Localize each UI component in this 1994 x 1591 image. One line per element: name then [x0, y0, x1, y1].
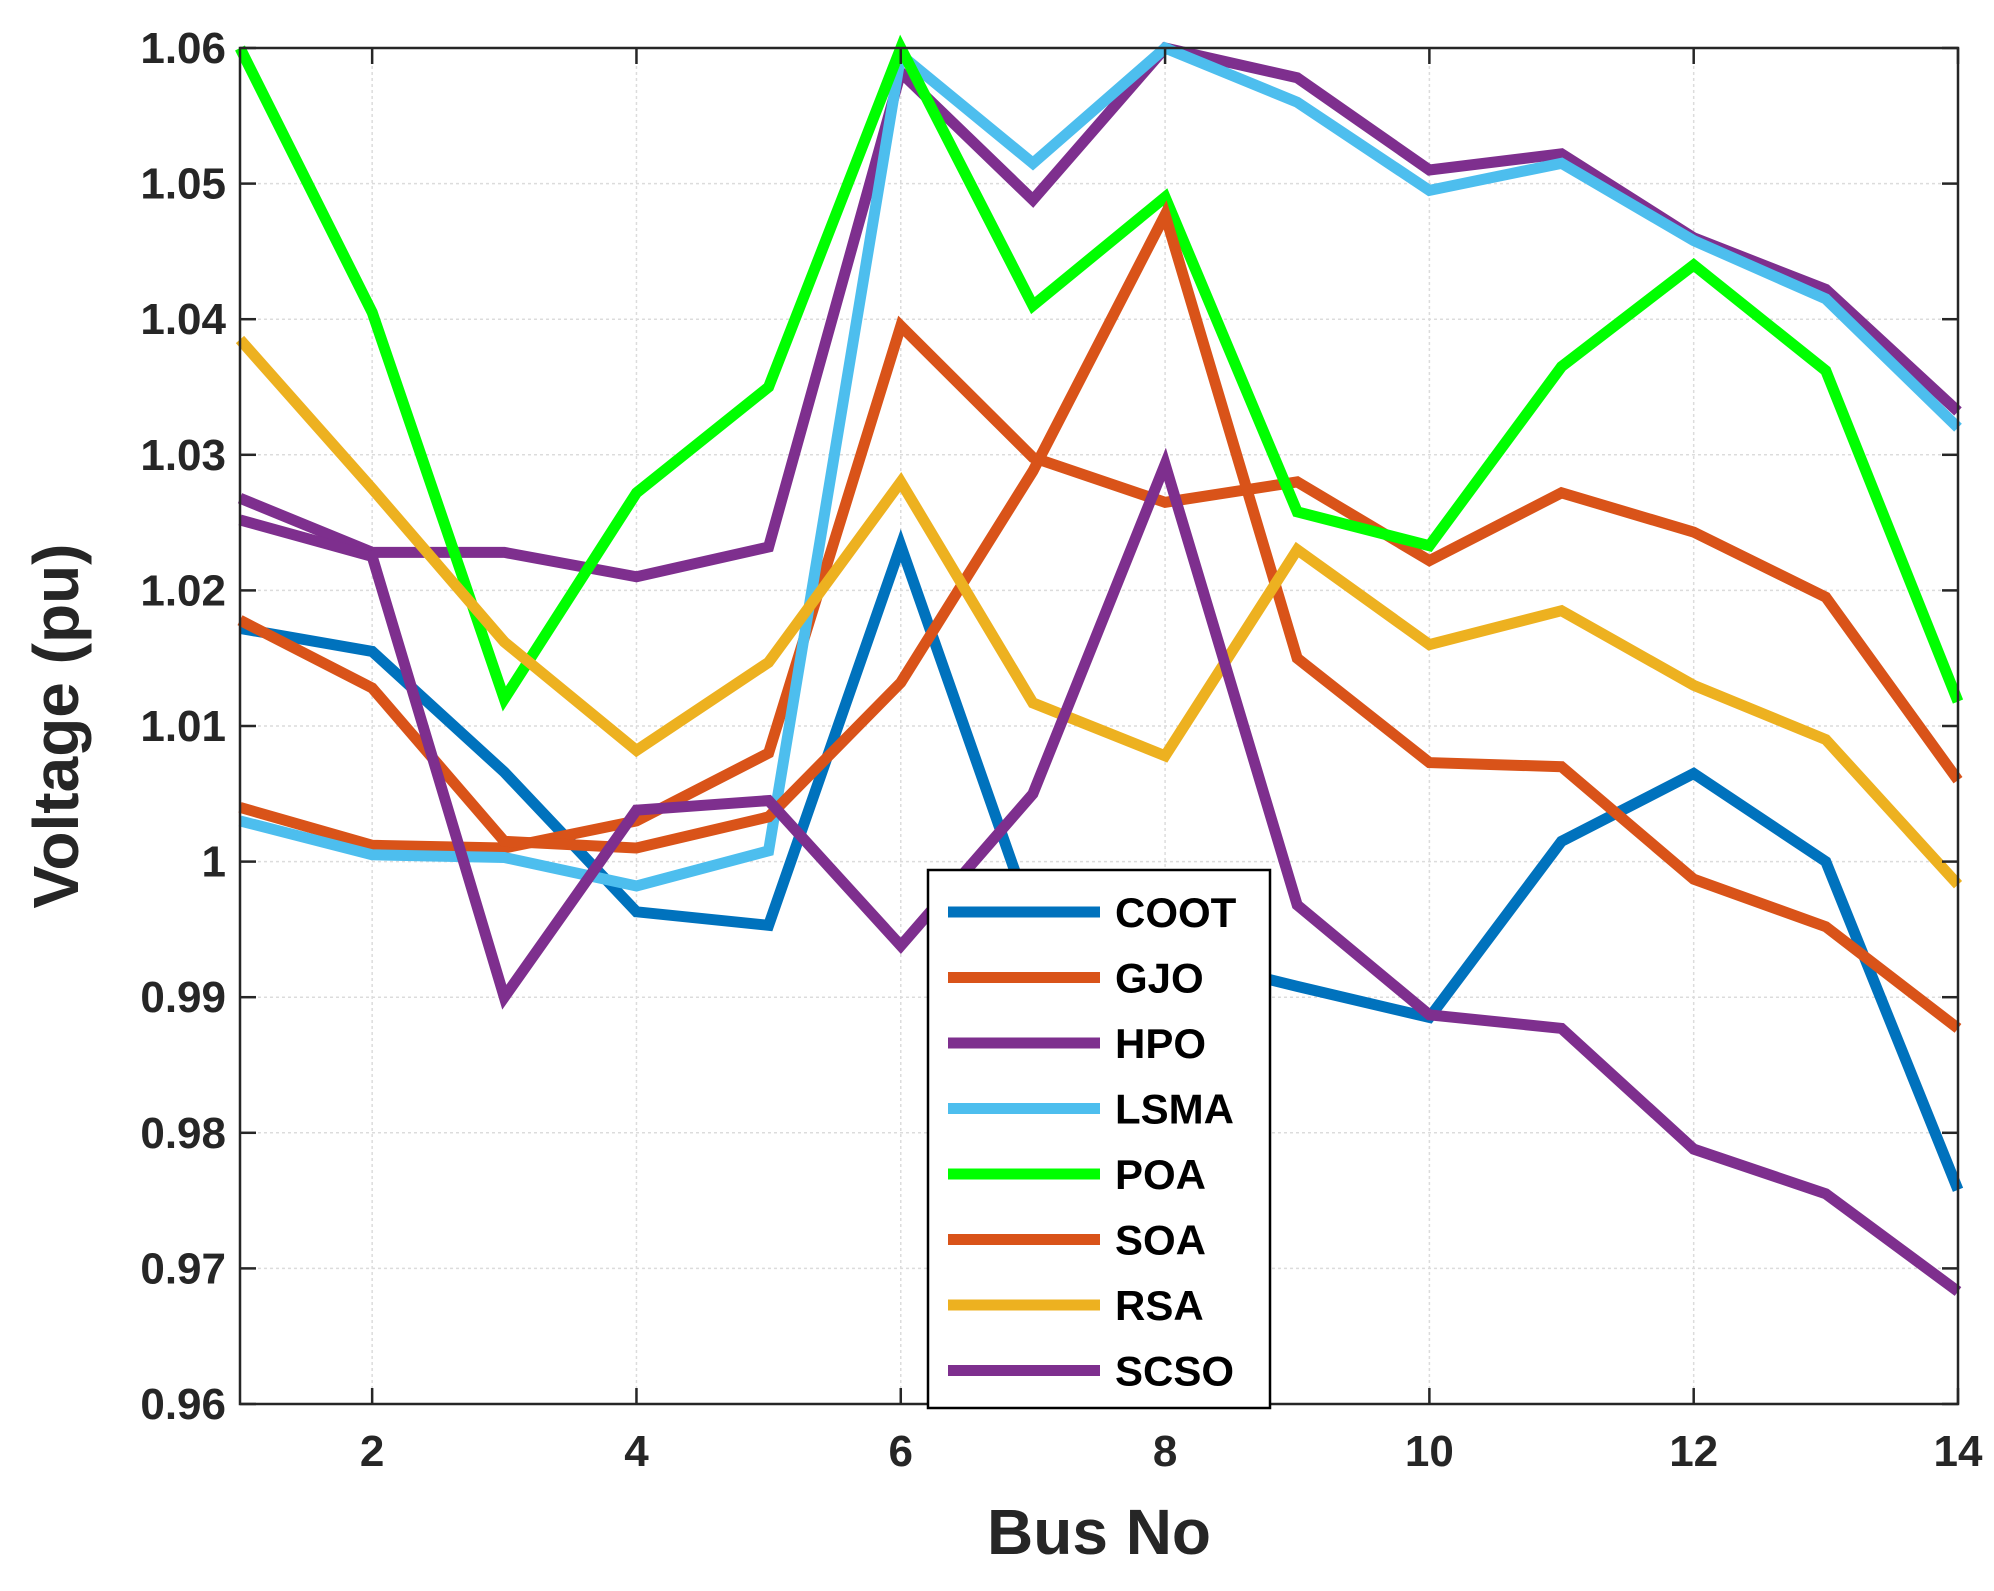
legend: COOT GJO HPO LSMA POA SOA RSA SCSO — [926, 868, 1272, 1410]
legend-label-scso: SCSO — [1115, 1348, 1234, 1395]
x-axis-label: Bus No — [987, 1496, 1211, 1568]
x-tick-label: 4 — [624, 1427, 649, 1476]
legend-label-coot: COOT — [1115, 889, 1237, 936]
y-axis-label: Voltage (pu) — [20, 544, 92, 909]
x-tick-label: 10 — [1405, 1427, 1454, 1476]
x-tick-label: 12 — [1669, 1427, 1718, 1476]
axis-ticks: 2 4 6 8 10 12 14 0.96 0.97 0.98 0.99 1 1.01 1.02 1.03 1… — [140, 24, 1983, 1476]
series-line-lsma — [238, 41, 1962, 892]
y-tick-label: 1.02 — [140, 566, 226, 615]
legend-label-gjo: GJO — [1115, 955, 1204, 1002]
x-tick-label: 2 — [360, 1427, 384, 1476]
series-line-rsa — [235, 335, 1963, 889]
legend-label-hpo: HPO — [1115, 1020, 1206, 1067]
y-tick-label: 0.98 — [140, 1109, 226, 1158]
legend-label-soa: SOA — [1115, 1217, 1206, 1264]
y-tick-label: 0.96 — [140, 1380, 226, 1429]
y-tick-label: 1.03 — [140, 431, 226, 480]
legend-box — [926, 868, 1272, 1410]
legend-label-rsa: RSA — [1115, 1282, 1204, 1329]
series-line-soa — [237, 200, 1962, 1033]
legend-label-poa: POA — [1115, 1151, 1206, 1198]
legend-label-lsma: LSMA — [1115, 1086, 1234, 1133]
y-tick-label: 1.01 — [140, 702, 226, 751]
series-line-scso — [238, 447, 1962, 1296]
y-tick-label: 1.05 — [140, 160, 226, 209]
x-tick-label: 8 — [1153, 1427, 1177, 1476]
y-tick-label: 1.04 — [140, 295, 226, 344]
x-tick-label: 14 — [1934, 1427, 1983, 1476]
x-tick-label: 6 — [889, 1427, 913, 1476]
y-tick-label: 0.99 — [140, 973, 226, 1022]
y-tick-label: 1.06 — [140, 24, 226, 73]
y-tick-label: 1 — [202, 838, 226, 887]
y-tick-label: 0.97 — [140, 1244, 226, 1293]
